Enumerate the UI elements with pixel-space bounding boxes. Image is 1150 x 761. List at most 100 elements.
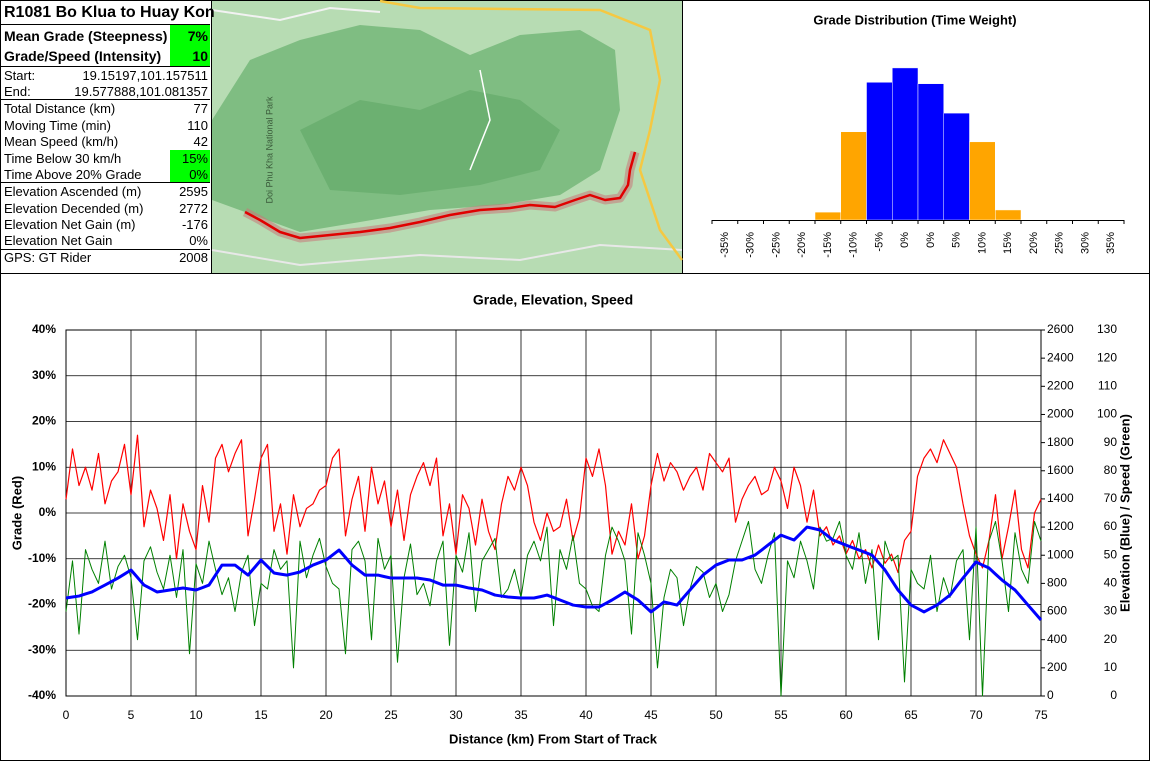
y-tick-label: 30% [32, 368, 56, 382]
row-value: 2772 [179, 200, 208, 216]
y2-tick-label: 1000 [1047, 547, 1074, 561]
series-line [65, 434, 1042, 574]
x-tick-label: 65 [904, 708, 918, 722]
row-label: Moving Time (min) [4, 117, 111, 133]
x-tick-label: -25% [770, 232, 782, 258]
table-row: Mean Speed (km/h) 42 [1, 133, 210, 150]
x-tick-label: 0 [63, 708, 70, 722]
x-axis-label: Distance (km) From Start of Track [449, 731, 658, 746]
row-label: Grade/Speed (Intensity) [4, 48, 162, 64]
table-row: Mean Grade (Steepness) 7% [1, 25, 210, 46]
x-tick-label: 10 [189, 708, 203, 722]
row-value: 2008 [179, 250, 208, 266]
table-title-row: R1081 Bo Klua to Huay Kon [1, 1, 215, 25]
x-tick-label: -5% [873, 232, 885, 252]
x-tick-label: 30 [449, 708, 463, 722]
y2-tick-label: 0 [1047, 688, 1054, 702]
road [469, 69, 491, 171]
table-row: Total Distance (km) 77 [1, 100, 210, 117]
y-tick-label: -20% [28, 597, 56, 611]
x-tick-label: 50 [709, 708, 723, 722]
y2-tick-label: 2200 [1047, 378, 1074, 392]
x-tick-label: 0% [899, 232, 911, 248]
bar [943, 112, 970, 221]
x-tick-label: 20% [1028, 232, 1040, 254]
y2-tick-label: 1600 [1047, 463, 1074, 477]
table-row: Start: 19.15197,101.157511 [1, 67, 210, 84]
chart-title: Grade Distribution (Time Weight) [813, 12, 1016, 27]
x-tick-label: -30% [745, 232, 757, 258]
x-tick-label: -10% [848, 232, 860, 258]
row-value: 10 [170, 46, 210, 66]
y-tick-label: -10% [28, 551, 56, 565]
y3-tick-label: 100 [1097, 407, 1117, 421]
y2-tick-label: 800 [1047, 576, 1067, 590]
y3-tick-label: 30 [1104, 604, 1118, 618]
x-tick-label: 15 [254, 708, 268, 722]
row-value: 7% [170, 25, 210, 46]
map: Doi Phu Kha National Park [211, 0, 684, 273]
table-row: Elevation Ascended (m) 2595 [1, 183, 210, 200]
row-label: Elevation Net Gain [4, 233, 113, 249]
y3-tick-label: 70 [1104, 491, 1118, 505]
series-line [65, 525, 1043, 621]
x-tick-label: 25% [1054, 232, 1066, 254]
y-tick-label: 40% [32, 322, 56, 336]
stats-table: R1081 Bo Klua to Huay Kon Mean Grade (St… [1, 1, 215, 273]
road [211, 6, 381, 22]
y2-tick-label: 1200 [1047, 519, 1074, 533]
row-label: Elevation Ascended (m) [4, 183, 142, 199]
forest [300, 90, 560, 195]
y2-tick-label: 600 [1047, 604, 1067, 618]
x-tick-label: 60 [839, 708, 853, 722]
y3-tick-label: 130 [1097, 322, 1117, 336]
x-tick-label: -15% [822, 232, 834, 258]
y3-tick-label: 40 [1104, 576, 1118, 590]
y-tick-label: -40% [28, 688, 56, 702]
x-tick-label: 5 [128, 708, 135, 722]
table-row: Grade/Speed (Intensity) 10 [1, 46, 210, 67]
bar [866, 82, 893, 221]
y3-tick-label: 60 [1104, 519, 1118, 533]
x-tick-label: 5% [951, 232, 963, 248]
table-row: Time Above 20% Grade 0% [1, 166, 210, 184]
x-tick-label: 15% [1002, 232, 1014, 254]
x-tick-label: 55 [774, 708, 788, 722]
y2-tick-label: 1800 [1047, 435, 1074, 449]
y3-tick-label: 20 [1104, 632, 1118, 646]
row-label: GPS: GT Rider [4, 250, 92, 266]
row-value: 110 [187, 117, 208, 133]
y2-tick-label: 200 [1047, 660, 1067, 674]
x-tick-label: 20 [319, 708, 333, 722]
y3-tick-label: 50 [1104, 547, 1118, 561]
bar [995, 209, 1022, 221]
row-value: 77 [193, 100, 208, 116]
table-row: Moving Time (min) 110 [1, 117, 210, 134]
x-tick-label: 10% [976, 232, 988, 254]
row-value: 0% [189, 233, 208, 249]
x-tick-label: 40 [579, 708, 593, 722]
map-label: Doi Phu Kha National Park [264, 96, 274, 204]
table-row: End: 19.577888,101.081357 [1, 84, 210, 101]
y3-tick-label: 0 [1110, 688, 1117, 702]
bar [840, 131, 867, 221]
y-tick-label: 0% [39, 505, 57, 519]
row-value: -176 [181, 217, 208, 233]
x-tick-label: 25 [384, 708, 398, 722]
x-tick-label: 75 [1034, 708, 1048, 722]
table-row: Elevation Net Gain 0% [1, 233, 210, 250]
row-value: 42 [193, 134, 208, 150]
y-tick-label: -30% [28, 642, 56, 656]
row-value: 19.15197,101.157511 [82, 67, 208, 83]
row-label: Time Below 30 km/h [4, 150, 122, 166]
row-value: 19.577888,101.081357 [74, 83, 208, 99]
table-row: Elevation Net Gain (m) -176 [1, 216, 210, 233]
row-label: Start: [4, 67, 36, 83]
table-title: R1081 Bo Klua to Huay Kon [4, 3, 215, 21]
plot-border [65, 329, 1042, 697]
y-tick-label: 20% [32, 414, 56, 428]
x-tick-label: -35% [719, 232, 731, 258]
table-row: Time Below 30 km/h 15% [1, 149, 210, 167]
y-tick-label: 10% [32, 459, 56, 473]
